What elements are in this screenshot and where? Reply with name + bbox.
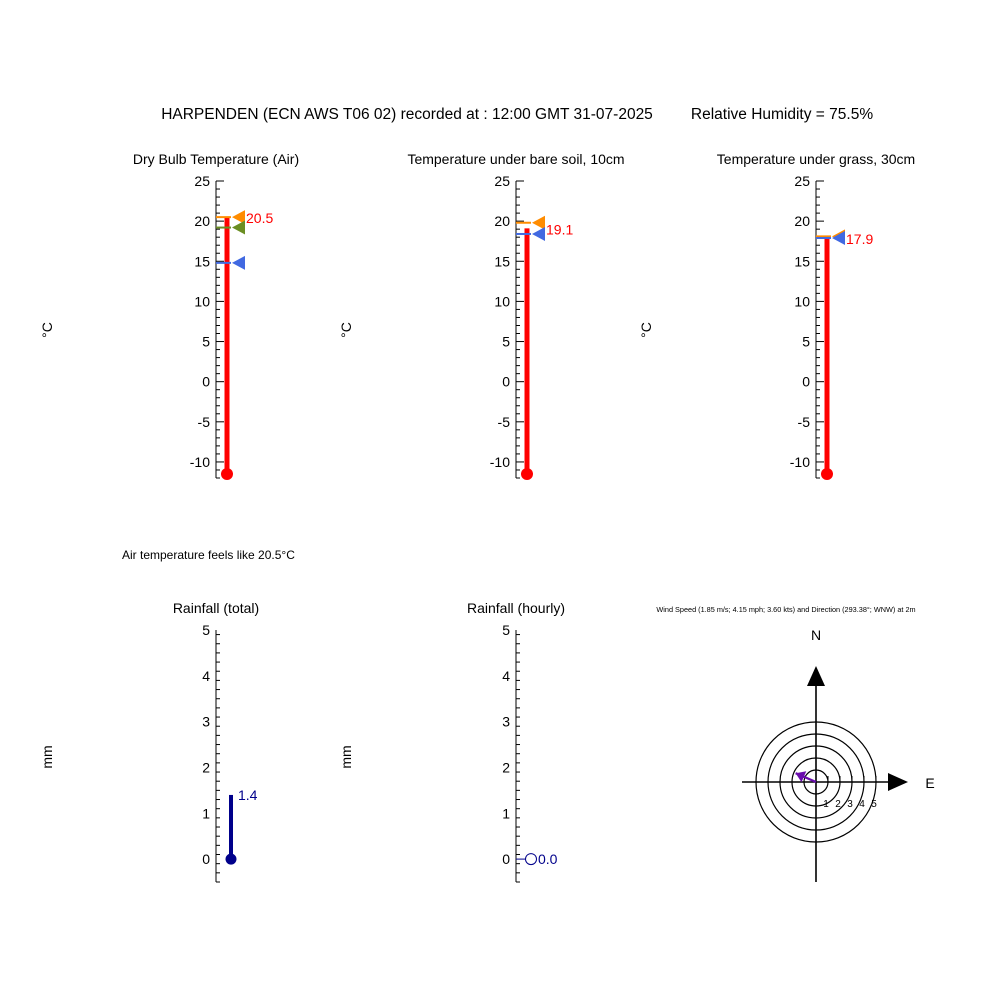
north-arrowhead <box>807 666 825 686</box>
tick-label: 4 <box>202 668 210 684</box>
thermometer-grass-title: Temperature under grass, 30cm <box>717 151 915 167</box>
wind-arrowhead <box>795 771 807 783</box>
rain-bulb <box>525 853 537 866</box>
thermometer-grass: Temperature under grass, 30cm °C -10 -5 0 5… <box>638 151 915 480</box>
mercury-column <box>524 228 530 474</box>
rain-bulb <box>225 853 237 865</box>
ring-label: 5 <box>871 799 877 810</box>
thermometer-air-title: Dry Bulb Temperature (Air) <box>133 151 299 167</box>
east-arrowhead <box>888 773 908 791</box>
ring-label: 3 <box>847 799 853 810</box>
value-label: 0.0 <box>538 851 558 867</box>
rainfall-total-ylabel: mm <box>39 745 55 768</box>
rainfall-hourly-ylabel: mm <box>338 745 354 768</box>
tick-label: 10 <box>494 293 510 309</box>
tick-label: 25 <box>194 173 210 189</box>
max-marker <box>532 215 545 230</box>
tick-label: 2 <box>502 759 510 775</box>
tick-label: 4 <box>502 668 510 684</box>
thermometer-grass-axis: -10 -5 0 5 10 15 20 25 17.9 <box>790 173 873 480</box>
rainfall-hourly-gauge: Rainfall (hourly) mm 0 1 2 3 4 5 0.0 <box>338 600 565 883</box>
thermometer-bare-soil-title: Temperature under bare soil, 10cm <box>407 151 624 167</box>
ring-label: 4 <box>859 799 865 810</box>
tick-label: -5 <box>198 414 211 430</box>
thermometer-air-axis: -10 -5 0 5 10 15 20 25 20.5 <box>190 173 273 480</box>
rain-column <box>229 794 233 860</box>
min-marker <box>832 230 845 245</box>
tick-label: 5 <box>802 334 810 350</box>
rainfall-hourly-title: Rainfall (hourly) <box>467 600 565 616</box>
min-marker <box>232 255 245 270</box>
tick-label: -10 <box>790 454 810 470</box>
value-label: 20.5 <box>246 210 273 226</box>
tick-label: 5 <box>202 334 210 350</box>
rainfall-total-gauge: Rainfall (total) mm 0 1 2 3 4 5 1.4 <box>39 600 259 883</box>
rainfall-total-title: Rainfall (total) <box>173 600 259 616</box>
mercury-column <box>824 237 830 474</box>
tick-label: 3 <box>502 714 510 730</box>
wind-rose: Wind Speed (1.85 m/s; 4.15 mph; 3.60 kts… <box>656 605 935 882</box>
tick-label: 15 <box>494 253 510 269</box>
value-label: 17.9 <box>846 231 873 247</box>
tick-label: 0 <box>802 374 810 390</box>
tick-label: 25 <box>794 173 810 189</box>
tick-label: 20 <box>494 213 510 229</box>
tick-label: 20 <box>794 213 810 229</box>
thermometer-bare-soil-axis: -10 -5 0 5 10 15 20 25 19.1 <box>490 173 573 480</box>
thermometer-grass-ylabel: °C <box>638 322 654 338</box>
tick-label: 10 <box>194 293 210 309</box>
tick-label: 0 <box>202 851 210 867</box>
tick-label: 5 <box>502 334 510 350</box>
tick-label: 15 <box>194 253 210 269</box>
thermometer-air: Dry Bulb Temperature (Air) °C -10 -5 0 5 10 1… <box>39 151 299 480</box>
tick-label: 0 <box>502 374 510 390</box>
tick-label: 15 <box>794 253 810 269</box>
min-marker <box>532 226 545 241</box>
tick-label: -5 <box>498 414 511 430</box>
ring-label: 2 <box>835 799 841 810</box>
mean-marker <box>232 220 245 235</box>
tick-label: 2 <box>202 759 210 775</box>
thermometer-bulb <box>521 467 533 480</box>
ring-label: 1 <box>823 799 829 810</box>
page-title: HARPENDEN (ECN AWS T06 02) recorded at :… <box>161 106 653 123</box>
tick-label: -5 <box>798 414 811 430</box>
thermometer-air-ylabel: °C <box>39 322 55 338</box>
max-marker <box>232 210 245 225</box>
tick-label: 0 <box>502 851 510 867</box>
rainfall-total-axis: 0 1 2 3 4 5 1.4 <box>202 622 258 883</box>
wind-north-label: N <box>811 627 821 643</box>
tick-label: 1 <box>502 805 510 821</box>
tick-label: 25 <box>494 173 510 189</box>
humidity-readout: Relative Humidity = 75.5% <box>691 106 873 123</box>
wind-east-label: E <box>925 775 934 791</box>
mercury-column <box>224 217 230 474</box>
rainfall-hourly-axis: 0 1 2 3 4 5 0.0 <box>502 622 558 883</box>
tick-label: 3 <box>202 714 210 730</box>
tick-label: -10 <box>190 454 210 470</box>
value-label: 19.1 <box>546 221 573 237</box>
thermometer-bulb <box>221 467 233 480</box>
tick-label: 5 <box>502 622 510 638</box>
tick-label: 1 <box>202 805 210 821</box>
value-label: 1.4 <box>238 787 258 803</box>
tick-label: 0 <box>202 374 210 390</box>
tick-label: 5 <box>202 622 210 638</box>
feels-like-text: Air temperature feels like 20.5°C <box>122 548 295 562</box>
wind-title: Wind Speed (1.85 m/s; 4.15 mph; 3.60 kts… <box>656 605 915 614</box>
tick-label: 10 <box>794 293 810 309</box>
thermometer-bare-soil: Temperature under bare soil, 10cm °C -10… <box>338 151 625 480</box>
tick-label: -10 <box>490 454 510 470</box>
tick-label: 20 <box>194 213 210 229</box>
thermometer-bare-soil-ylabel: °C <box>338 322 354 338</box>
thermometer-bulb <box>821 467 833 480</box>
